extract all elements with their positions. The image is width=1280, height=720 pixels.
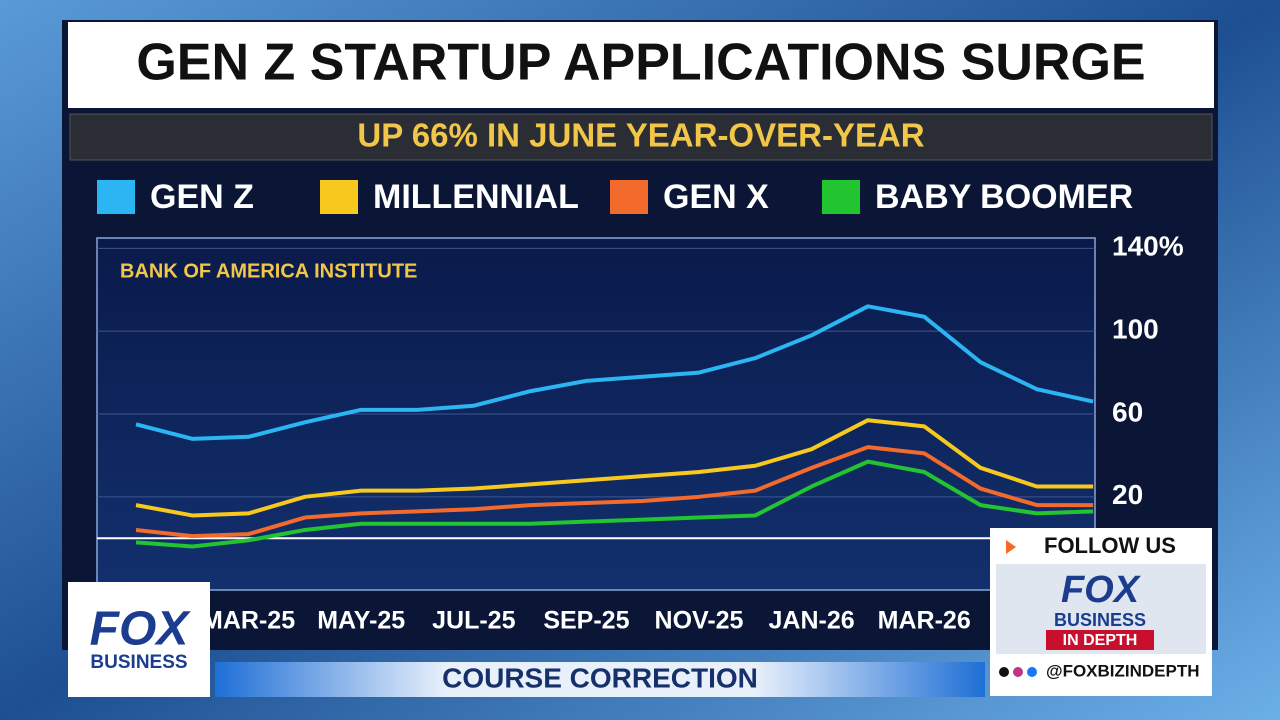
subtitle-bar: [69, 113, 1213, 161]
chart-subtitle: UP 66% IN JUNE YEAR-OVER-YEAR: [357, 117, 924, 154]
legend-swatch: [97, 180, 135, 214]
logo-business: BUSINESS: [90, 652, 187, 673]
follow-heading: FOLLOW US: [1044, 533, 1176, 558]
series-line: [135, 445, 1094, 539]
social-icon: [1027, 667, 1037, 677]
banner-text: COURSE CORRECTION: [442, 662, 758, 693]
follow-handle: @FOXBIZINDEPTH: [1046, 661, 1200, 680]
legend-swatch: [320, 180, 358, 214]
source-label: BANK OF AMERICA INSTITUTE: [120, 260, 417, 282]
series-line: [135, 459, 1094, 549]
x-tick-label: SEP-25: [543, 607, 629, 635]
chart-title: GEN Z STARTUP APPLICATIONS SURGE: [136, 34, 1145, 92]
y-tick-label: 140%: [1112, 231, 1184, 262]
x-tick-label: NOV-25: [655, 607, 744, 635]
y-tick-label: 100: [1112, 314, 1159, 345]
y-tick-label: 20: [1112, 479, 1143, 510]
logo-box: [68, 582, 210, 697]
x-tick-label: JAN-26: [769, 607, 855, 635]
legend-swatch: [610, 180, 648, 214]
social-icon: [1013, 667, 1023, 677]
x-tick-label: MAR-26: [878, 607, 971, 635]
legend-swatch: [822, 180, 860, 214]
social-icon: [999, 667, 1009, 677]
overlay: FOX BUSINESS COURSE CORRECTION FOLLOW US…: [68, 528, 1212, 697]
follow-tag: IN DEPTH: [1063, 632, 1138, 649]
banner: [215, 662, 985, 697]
arrow-icon: [1006, 540, 1016, 554]
plot: 20 60 100 140% MAR-25 MAY-25 JUL-25 SEP-25 NOV-2…: [97, 178, 1184, 635]
title-panel: [68, 22, 1214, 108]
follow-fox: FOX: [1061, 569, 1142, 611]
x-tick-label: JUL-25: [432, 607, 515, 635]
x-tick-label: MAR-25: [202, 607, 295, 635]
series-line: [135, 304, 1094, 441]
legend-label: MILLENNIAL: [373, 178, 579, 216]
follow-business: BUSINESS: [1054, 610, 1146, 630]
follow-tag-box: [1046, 630, 1154, 650]
legend-label: GEN Z: [150, 178, 254, 216]
x-tick-label: MAY-25: [317, 607, 405, 635]
legend-label: BABY BOOMER: [875, 178, 1133, 216]
y-tick-label: 60: [1112, 396, 1143, 427]
legend-label: GEN X: [663, 178, 769, 216]
series-line: [135, 418, 1094, 518]
logo-fox: FOX: [90, 603, 192, 656]
